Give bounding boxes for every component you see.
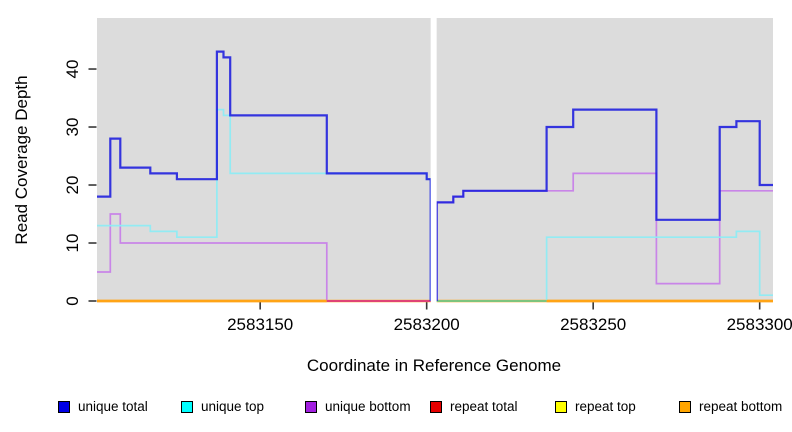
legend-label: repeat total — [450, 399, 518, 414]
unique-bottom-swatch-icon — [305, 400, 317, 413]
y-tick-label: 40 — [63, 59, 82, 79]
coverage-gap — [430, 17, 437, 302]
legend-item-repeat-total: repeat total — [430, 399, 518, 414]
legend-label: unique top — [201, 399, 265, 414]
x-tick-label: 2583300 — [726, 315, 792, 334]
legend-label: repeat top — [575, 399, 636, 414]
y-axis-title: Read Coverage Depth — [12, 75, 31, 245]
y-tick-label: 10 — [63, 233, 82, 253]
legend-label: repeat bottom — [699, 399, 783, 414]
legend-label: unique bottom — [325, 399, 411, 414]
x-tick-label: 2583200 — [393, 315, 460, 334]
unique-top-swatch-icon — [181, 400, 193, 413]
legend-item-unique-top: unique top — [181, 399, 264, 414]
repeat-bottom-swatch-icon — [679, 400, 691, 413]
unique-total-swatch-icon — [58, 400, 70, 413]
legend-item-repeat-bottom: repeat bottom — [679, 399, 782, 414]
repeat-top-swatch-icon — [555, 400, 567, 413]
y-tick-label: 30 — [63, 117, 82, 137]
legend-item-repeat-top: repeat top — [555, 399, 636, 414]
legend-label: unique total — [78, 399, 148, 414]
legend-item-unique-bottom: unique bottom — [305, 399, 411, 414]
x-tick-label: 2583250 — [560, 315, 627, 334]
legend-item-unique-total: unique total — [58, 399, 148, 414]
x-axis-title: Coordinate in Reference Genome — [306, 356, 562, 375]
y-tick-label: 20 — [63, 175, 82, 195]
y-tick-label: 0 — [63, 296, 82, 306]
repeat-total-swatch-icon — [430, 400, 442, 413]
x-tick-label: 2583150 — [227, 315, 294, 334]
